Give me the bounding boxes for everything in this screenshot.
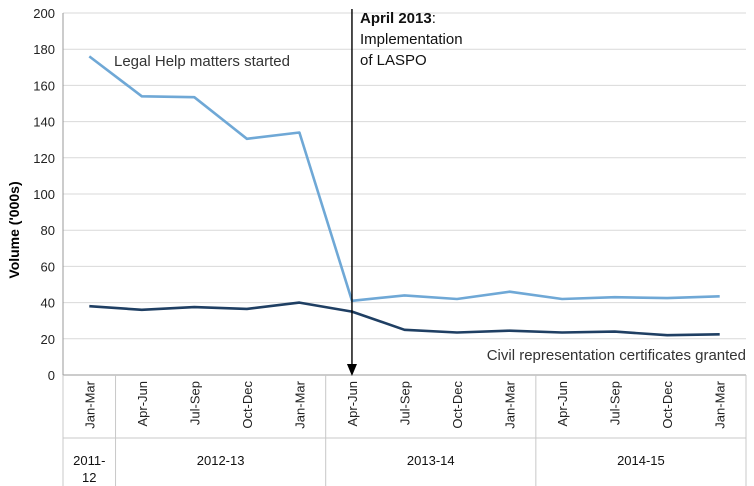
group-label: 2013-14	[407, 453, 455, 468]
x-tick-label: Jan-Mar	[292, 380, 307, 428]
annotation-date: April 2013	[360, 10, 432, 27]
series-label-civil-representation: Civil representation certificates grante…	[487, 347, 746, 364]
series-labels: Legal Help matters started Civil represe…	[114, 53, 746, 364]
series-label-legal-help: Legal Help matters started	[114, 53, 290, 70]
y-tick-label: 200	[33, 6, 55, 21]
y-tick-label: 100	[33, 187, 55, 202]
x-tick-label: Apr-Jun	[345, 381, 360, 427]
y-axis-label: Volume ('000s)	[6, 181, 22, 278]
group-label: 2014-15	[617, 453, 665, 468]
x-tick-label: Jul-Sep	[608, 381, 623, 425]
y-tick-label: 140	[33, 115, 55, 130]
x-tick-label: Jul-Sep	[398, 381, 413, 425]
y-axis: 0 20 40 60 80 100 120 140 160 180 200	[33, 6, 64, 383]
x-tick-label: Apr-Jun	[135, 381, 150, 427]
x-tick-label: Apr-Jun	[555, 381, 570, 427]
laspo-annotation: April 2013: Implementation of LASPO	[346, 9, 463, 376]
x-axis: Jan-Mar Apr-Jun Jul-Sep Oct-Dec Jan-Mar Apr-J…	[62, 374, 747, 486]
y-tick-label: 20	[41, 332, 55, 347]
x-tick-label: Oct-Dec	[660, 381, 675, 429]
y-tick-label: 0	[48, 368, 55, 383]
group-label: 2011-	[73, 453, 105, 468]
y-tick-label: 120	[33, 151, 55, 166]
annotation-arrow-head	[346, 364, 357, 376]
y-tick-label: 80	[41, 223, 55, 238]
x-tick-label: Oct-Dec	[240, 381, 255, 429]
x-tick-label: Jan-Mar	[713, 380, 728, 428]
x-tick-label: Jan-Mar	[503, 380, 518, 428]
y-tick-label: 60	[41, 259, 55, 274]
annotation-line-1: April 2013:	[360, 10, 436, 27]
x-tick-label: Oct-Dec	[450, 381, 465, 429]
annotation-line-2: Implementation	[360, 31, 463, 48]
y-tick-label: 40	[41, 296, 55, 311]
series-line-0	[88, 55, 720, 303]
series-line-1	[89, 301, 720, 337]
group-label: 12	[82, 470, 96, 485]
group-label: 2012-13	[197, 453, 245, 468]
gridlines	[63, 12, 746, 340]
series-lines	[88, 55, 720, 337]
y-tick-label: 180	[33, 42, 55, 57]
annotation-line-3: of LASPO	[360, 52, 427, 69]
x-tick-label: Jul-Sep	[187, 381, 202, 425]
x-tick-label: Jan-Mar	[82, 380, 97, 428]
y-tick-label: 160	[33, 78, 55, 93]
annotation-colon: :	[432, 10, 436, 27]
